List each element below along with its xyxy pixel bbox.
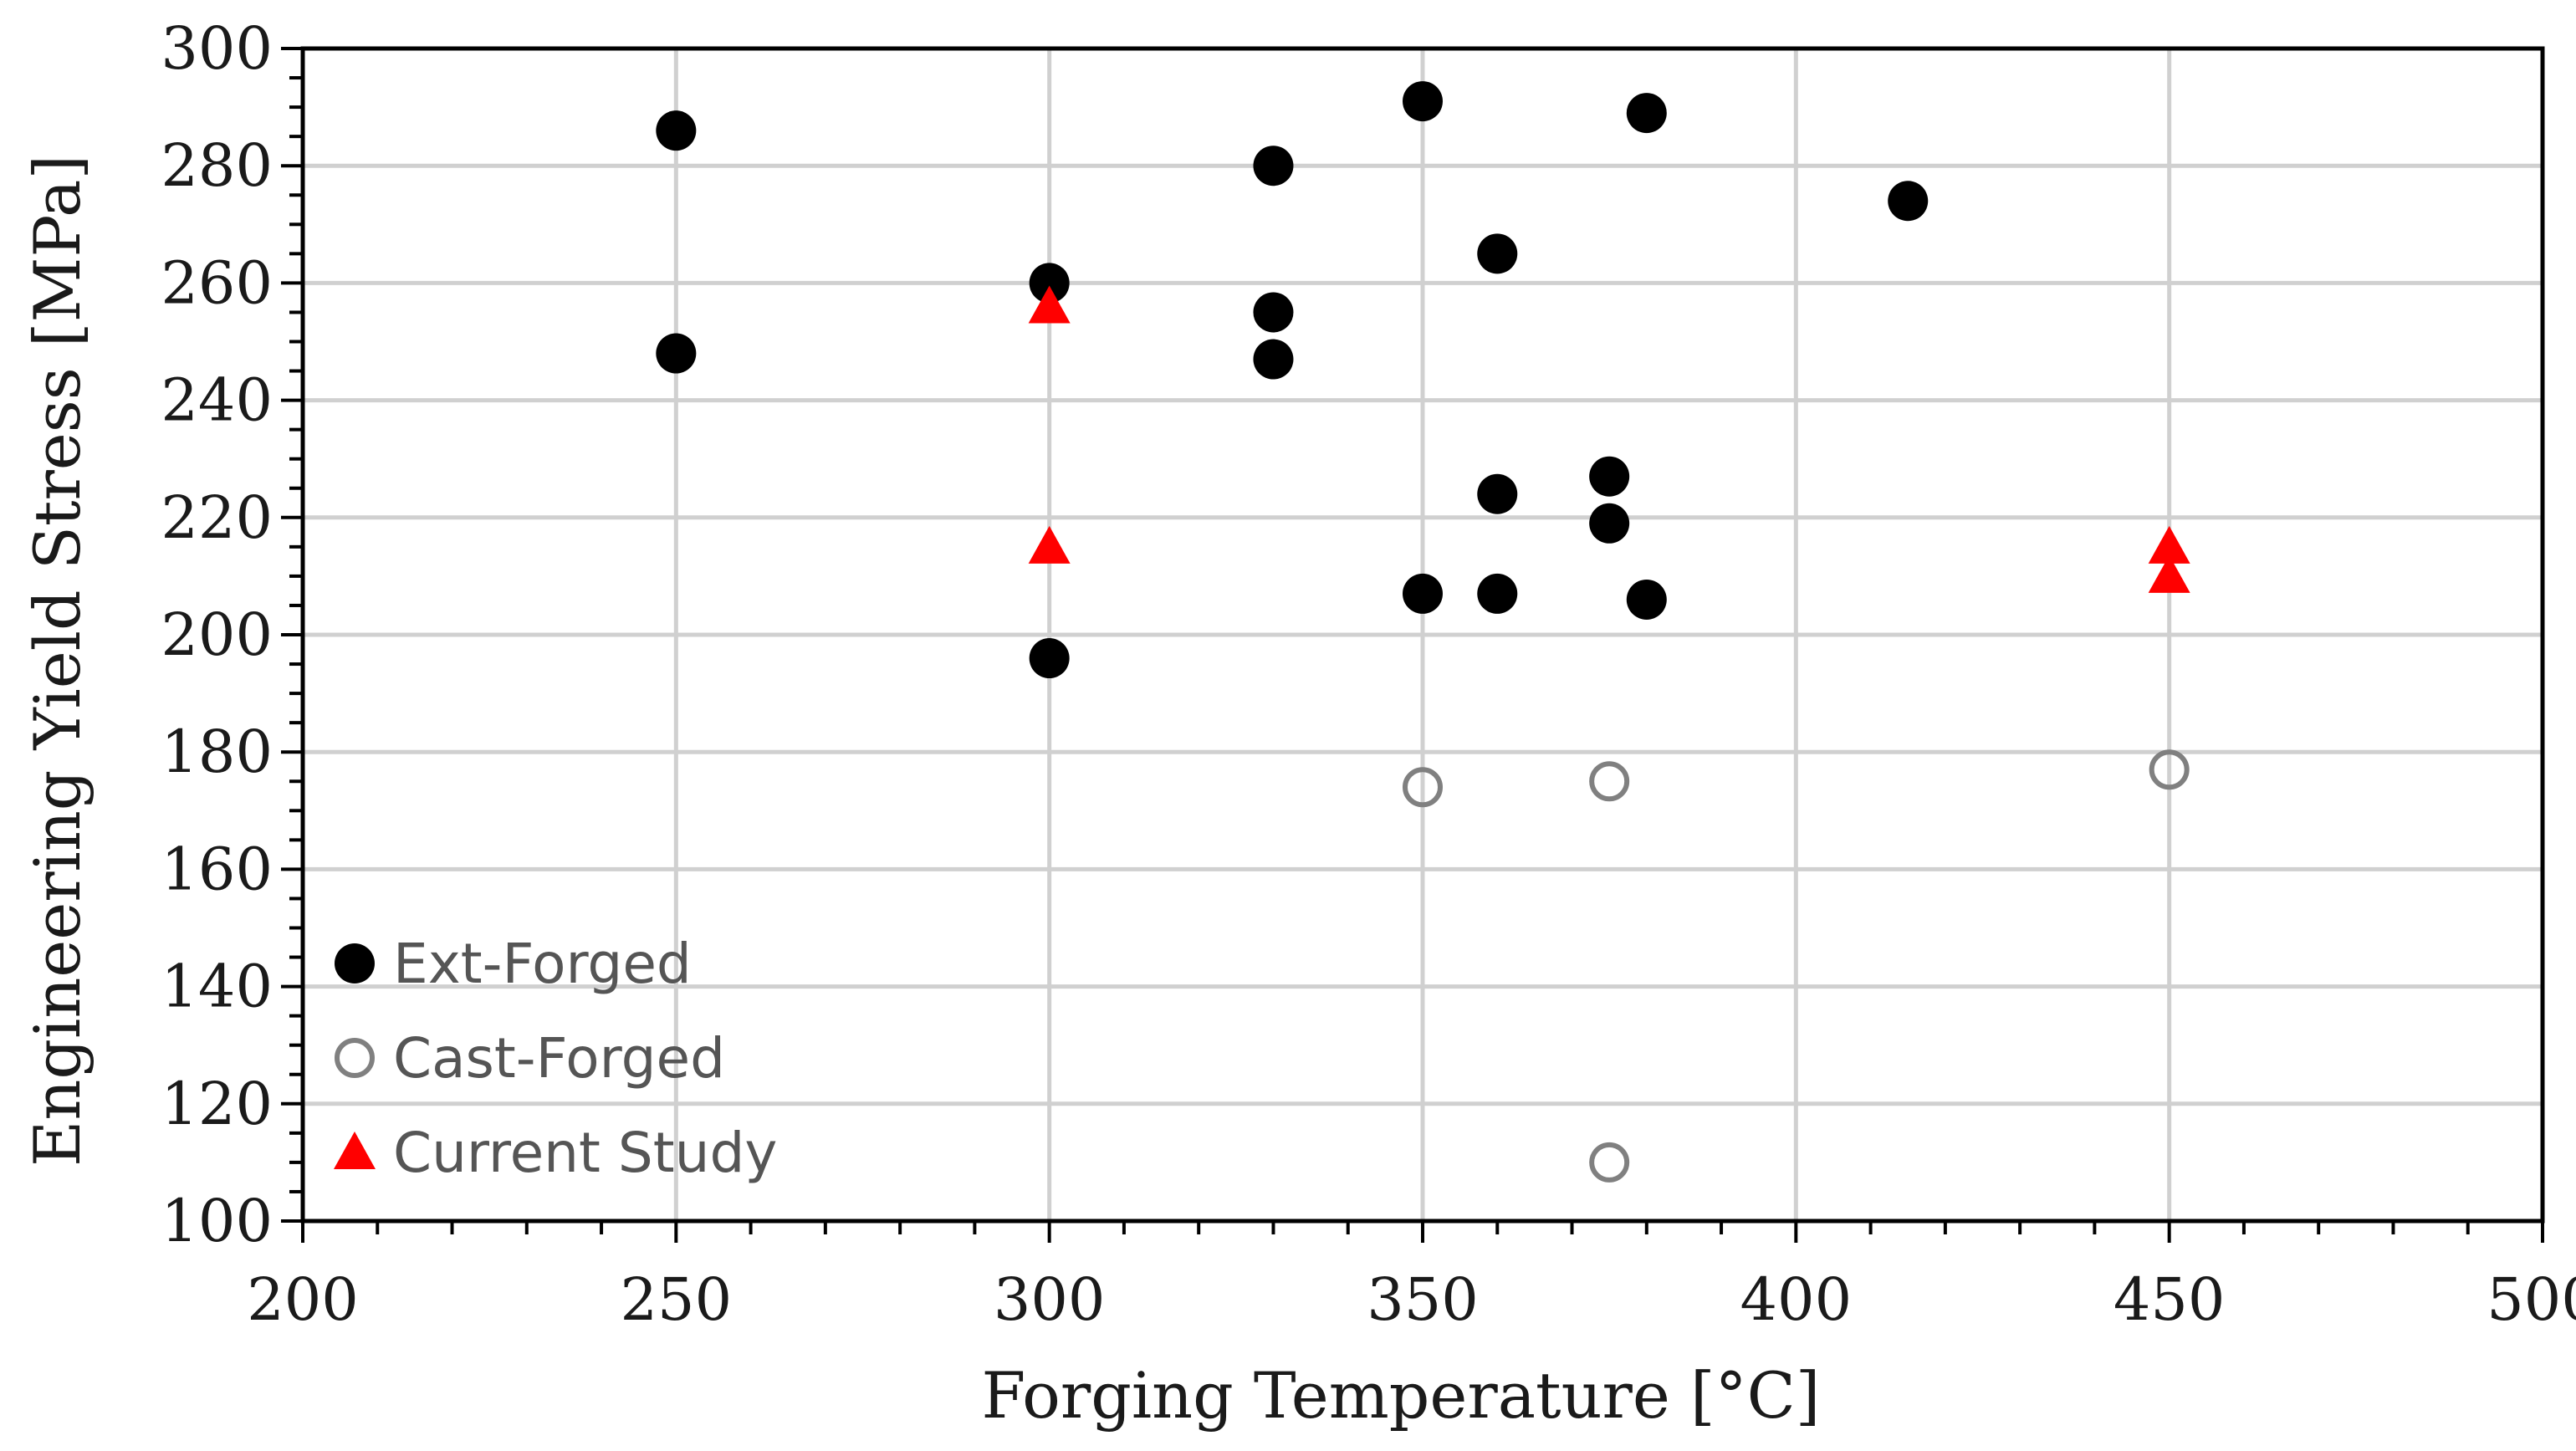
- legend-current-study-label: Current Study: [393, 1121, 777, 1185]
- ext-forged-point: [1253, 292, 1294, 333]
- ext-forged-point: [1589, 456, 1630, 497]
- y-tick-labels: 100 120 140 160 180 200 220 240 260 280 300: [161, 14, 273, 1255]
- ext-forged-point: [1029, 638, 1070, 679]
- ext-forged-point: [1477, 573, 1518, 614]
- x-tick-label: 500: [2487, 1265, 2576, 1334]
- cast-forged-point: [1589, 1142, 1630, 1183]
- legend-current-study-marker: [334, 1132, 376, 1169]
- legend: Ext-Forged Cast-Forged Current Study: [334, 932, 777, 1185]
- ext-forged-point: [1029, 263, 1070, 304]
- cast-forged-point: [2149, 749, 2190, 790]
- cast-forged-point: [1589, 761, 1630, 802]
- y-tick-label: 100: [161, 1187, 273, 1255]
- x-axis-title: Forging Temperature [°C]: [982, 1358, 1821, 1433]
- x-tick-label: 200: [247, 1265, 359, 1334]
- legend-ext-forged-marker: [335, 943, 375, 984]
- x-tick-labels: 200 250 300 350 400 450 500: [247, 1265, 2576, 1334]
- ext-forged-point: [1403, 573, 1443, 614]
- ext-forged-point: [1888, 181, 1929, 222]
- data-points: [656, 81, 2190, 1183]
- axis-ticks: [281, 47, 2544, 1243]
- cast-forged-point: [1403, 767, 1443, 808]
- ext-forged-point: [1626, 93, 1667, 134]
- y-tick-label: 180: [161, 718, 273, 786]
- ext-forged-point: [1403, 81, 1443, 122]
- ext-forged-point: [1477, 233, 1518, 274]
- x-tick-label: 450: [2113, 1265, 2226, 1334]
- legend-cast-forged-label: Cast-Forged: [393, 1026, 725, 1091]
- ext-forged-point: [1626, 579, 1667, 620]
- y-tick-label: 300: [161, 14, 273, 83]
- legend-ext-forged-label: Ext-Forged: [393, 932, 692, 996]
- x-tick-label: 300: [994, 1265, 1106, 1334]
- y-tick-label: 240: [161, 366, 273, 435]
- current-study-point: [1028, 285, 1071, 324]
- current-study-point: [2148, 525, 2190, 564]
- y-tick-label: 200: [161, 600, 273, 669]
- legend-cast-forged-marker: [335, 1038, 375, 1078]
- ext-forged-point: [656, 110, 697, 151]
- y-tick-label: 260: [161, 248, 273, 317]
- current-study-point: [1028, 525, 1071, 564]
- current-study-point: [2148, 554, 2190, 593]
- y-tick-label: 280: [161, 131, 273, 200]
- y-axis-title: Engineering Yield Stress [MPa]: [20, 155, 95, 1167]
- y-tick-label: 120: [161, 1070, 273, 1138]
- y-tick-label: 140: [161, 953, 273, 1021]
- ext-forged-point: [1253, 339, 1294, 380]
- y-tick-label: 160: [161, 835, 273, 903]
- ext-forged-point: [1477, 473, 1518, 514]
- ext-forged-point: [1253, 146, 1294, 186]
- x-tick-label: 350: [1367, 1265, 1479, 1334]
- x-tick-label: 400: [1740, 1265, 1853, 1334]
- ext-forged-point: [1589, 503, 1630, 544]
- x-tick-label: 250: [621, 1265, 733, 1334]
- y-tick-label: 220: [161, 483, 273, 552]
- ext-forged-point: [656, 333, 697, 374]
